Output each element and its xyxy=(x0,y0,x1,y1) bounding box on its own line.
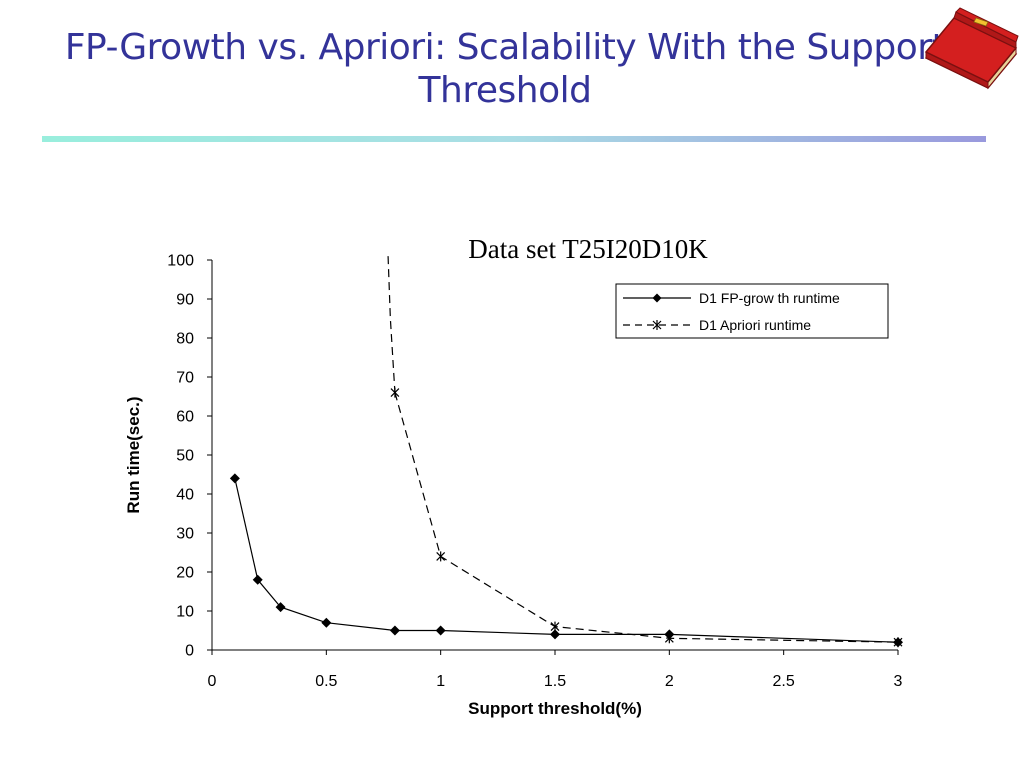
y-tick-label: 60 xyxy=(176,409,194,426)
y-tick-label: 0 xyxy=(185,643,194,660)
apriori-point xyxy=(550,621,560,632)
series-line-fp-growth xyxy=(234,478,899,643)
legend: D1 FP-grow th runtime D1 Apriori runtime xyxy=(615,283,889,339)
fp-growth-point xyxy=(275,602,286,613)
y-tick-label: 50 xyxy=(176,448,194,465)
series-line-apriori xyxy=(394,392,899,643)
x-tick-label: 2 xyxy=(665,673,674,690)
fp-growth-point xyxy=(435,625,446,636)
apriori-point xyxy=(390,387,400,398)
y-tick-label: 70 xyxy=(176,370,194,387)
x-tick-label: 1 xyxy=(436,673,445,690)
legend-label-fp-growth: D1 FP-grow th runtime xyxy=(699,290,840,306)
legend-box xyxy=(615,283,889,339)
y-tick-label: 100 xyxy=(167,253,194,270)
y-tick-label: 90 xyxy=(176,292,194,309)
x-tick-label: 0 xyxy=(208,673,217,690)
fp-growth-point xyxy=(229,473,240,484)
x-tick-label: 0.5 xyxy=(315,673,337,690)
fp-growth-point xyxy=(252,574,263,585)
x-axis-ticks: 0 0.5 1 1.5 2 2.5 3 xyxy=(208,650,903,690)
legend-marker-fp-growth xyxy=(652,293,662,303)
x-tick-label: 3 xyxy=(894,673,903,690)
y-tick-label: 20 xyxy=(176,565,194,582)
y-tick-label: 80 xyxy=(176,331,194,348)
fp-growth-point xyxy=(389,625,400,636)
y-tick-label: 40 xyxy=(176,487,194,504)
y-axis-ticks: 0 10 20 30 40 50 60 70 80 90 100 xyxy=(167,253,212,660)
y-axis-label: Run time(sec.) xyxy=(124,396,143,513)
y-tick-label: 30 xyxy=(176,526,194,543)
y-tick-label: 10 xyxy=(176,604,194,621)
legend-marker-apriori xyxy=(652,320,662,330)
apriori-point xyxy=(893,637,903,648)
slide-title: FP-Growth vs. Apriori: Scalability With … xyxy=(64,27,946,111)
x-tick-label: 2.5 xyxy=(773,673,795,690)
book-icon xyxy=(924,7,1019,90)
chart-title: Data set T25I20D10K xyxy=(468,234,708,264)
plot-series xyxy=(229,256,903,648)
fp-growth-point xyxy=(321,617,332,628)
title-divider xyxy=(42,136,986,142)
legend-label-apriori: D1 Apriori runtime xyxy=(699,317,811,333)
apriori-offscale-line xyxy=(387,256,396,393)
x-axis-label: Support threshold(%) xyxy=(468,699,642,718)
x-tick-label: 1.5 xyxy=(544,673,566,690)
apriori-point xyxy=(664,633,674,644)
apriori-point xyxy=(436,551,446,562)
fp-growth-point xyxy=(550,629,560,640)
